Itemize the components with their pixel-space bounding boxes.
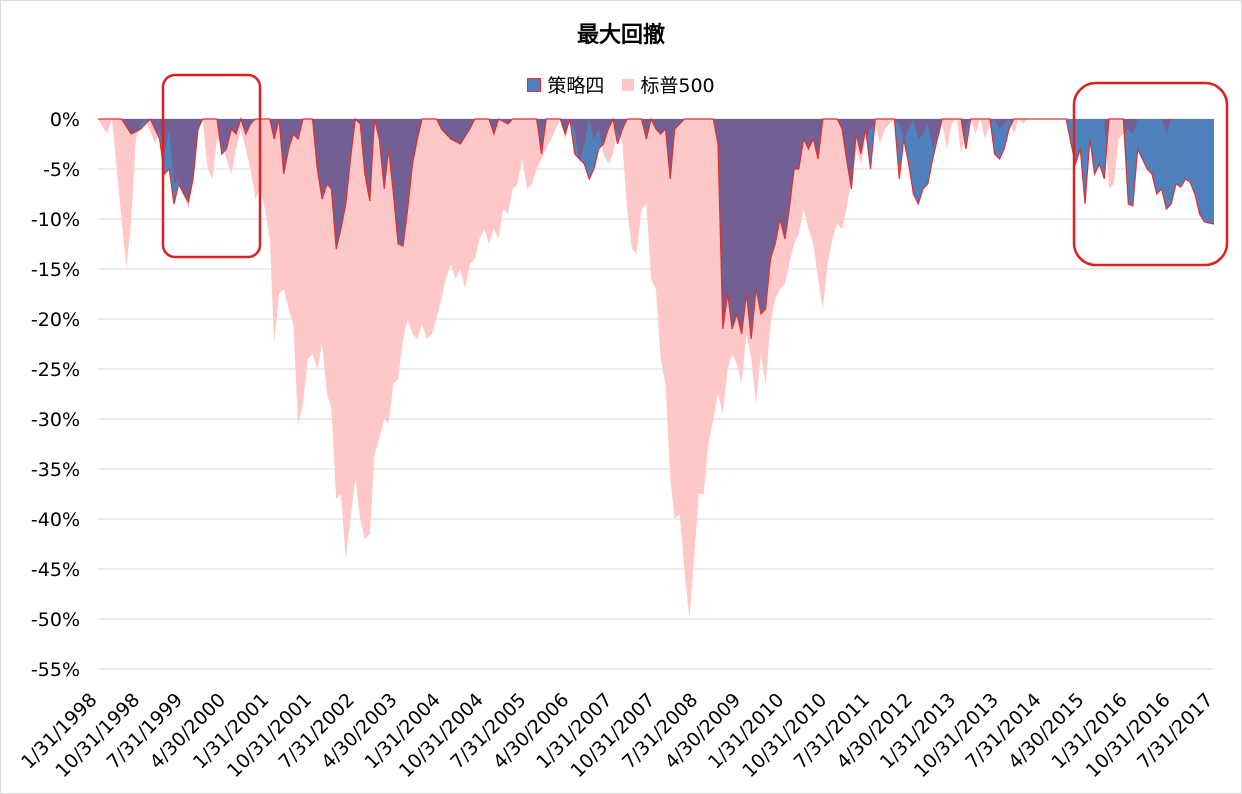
y-tick-label-0: 0%	[50, 109, 80, 131]
y-tick-label-3: -15%	[31, 259, 80, 281]
legend-label-strategy: 策略四	[547, 75, 605, 97]
legend-item-sp500[interactable]: 标普500	[622, 71, 715, 98]
legend-swatch-sp500	[622, 78, 635, 91]
y-tick-label-9: -45%	[31, 559, 80, 581]
y-tick-label-8: -40%	[31, 509, 80, 531]
y-tick-label-4: -20%	[31, 309, 80, 331]
chart-legend: 策略四 标普500	[1, 71, 1241, 98]
legend-label-sp500: 标普500	[640, 75, 715, 97]
highlight-box-right	[1072, 81, 1229, 267]
legend-swatch-strategy	[527, 77, 542, 92]
y-tick-label-6: -30%	[31, 409, 80, 431]
chart-title: 最大回撤	[576, 23, 665, 48]
y-tick-label-1: -5%	[43, 159, 80, 181]
y-tick-label-7: -35%	[31, 459, 80, 481]
y-tick-label-5: -25%	[31, 359, 80, 381]
legend-item-strategy[interactable]: 策略四	[527, 71, 604, 98]
highlight-box-left	[161, 73, 262, 259]
y-tick-label-10: -50%	[31, 609, 80, 631]
series-sp500-area	[98, 119, 1214, 619]
series-strategy-line	[98, 117, 1215, 340]
series-strategy-area	[98, 119, 1214, 339]
y-tick-label-11: -55%	[31, 659, 80, 681]
y-tick-label-2: -10%	[31, 209, 80, 231]
